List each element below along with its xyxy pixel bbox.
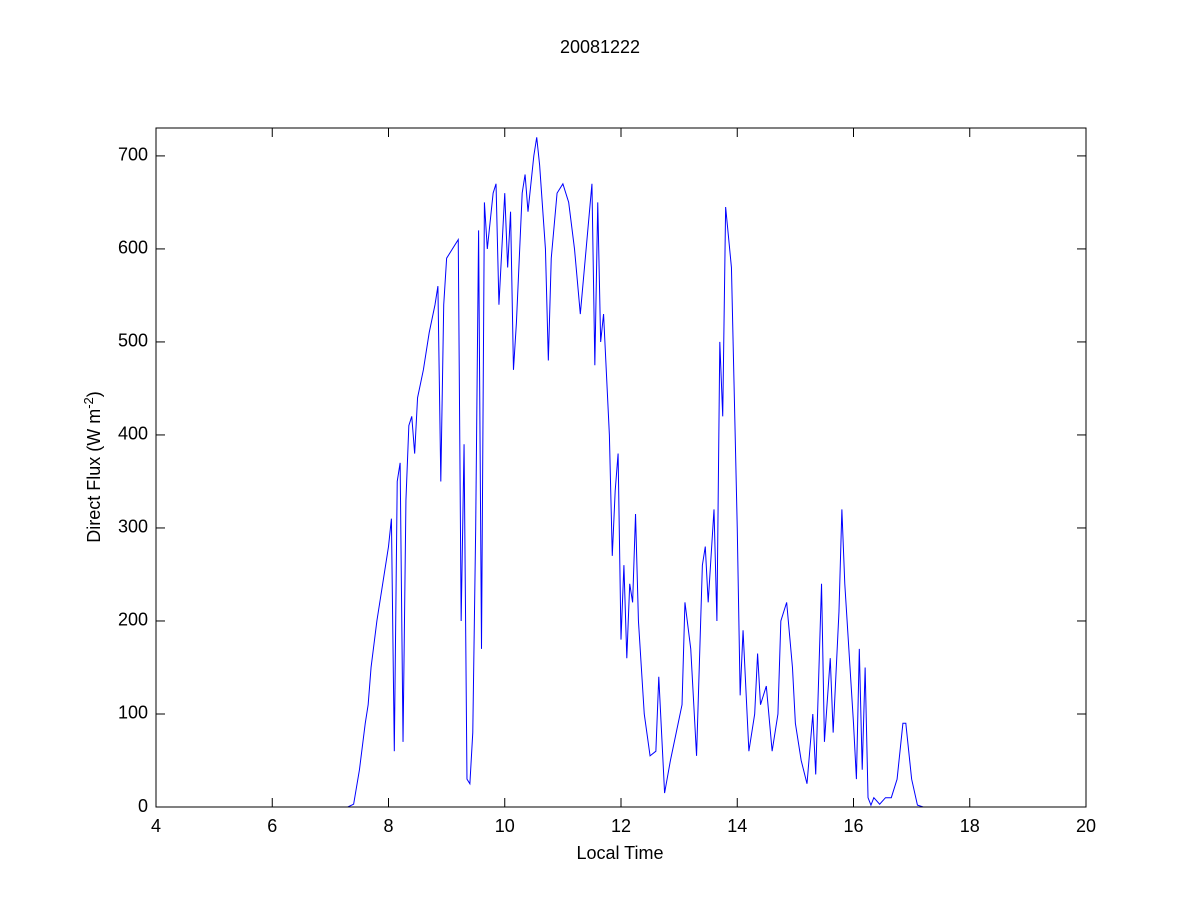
x-tick-label: 4 [151,816,161,836]
y-axis-label-end: ) [84,391,104,397]
x-tick-label: 10 [495,816,515,836]
data-line [156,137,1086,808]
y-tick-label: 200 [118,610,148,630]
x-tick-label: 6 [267,816,277,836]
x-tick-label: 20 [1076,816,1096,836]
y-axis-label-text: Direct Flux (W m [84,409,104,543]
y-tick-label: 400 [118,424,148,444]
y-tick-label: 700 [118,145,148,165]
y-axis-label: Direct Flux (W m-2) [81,391,104,543]
y-tick-label: 100 [118,703,148,723]
y-axis-label-exponent: -2 [81,397,96,409]
x-tick-label: 18 [960,816,980,836]
y-tick-label: 600 [118,238,148,258]
x-tick-label: 12 [611,816,631,836]
y-tick-label: 500 [118,331,148,351]
x-tick-label: 8 [383,816,393,836]
x-tick-label: 16 [843,816,863,836]
chart-title: 20081222 [560,37,640,57]
x-axis-label: Local Time [576,843,663,863]
y-tick-label: 0 [138,796,148,816]
x-tick-label: 14 [727,816,747,836]
y-tick-label: 300 [118,517,148,537]
